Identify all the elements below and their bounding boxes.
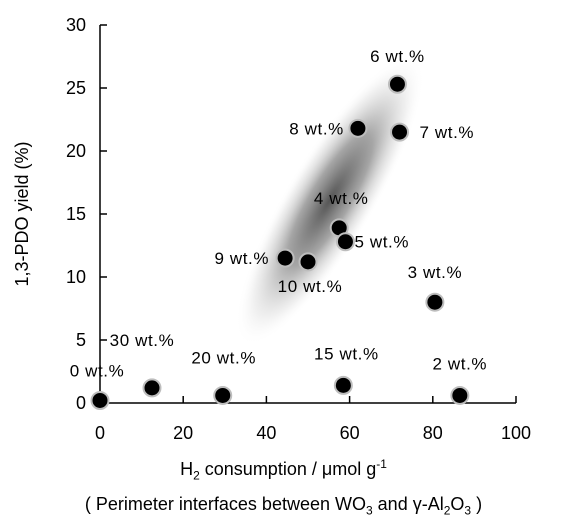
- x-tick-label: 80: [423, 423, 443, 443]
- data-point: [142, 378, 162, 398]
- x-tick-label: 100: [501, 423, 531, 443]
- y-tick-label: 25: [66, 78, 86, 98]
- subcaption-sub-b1: 2: [443, 503, 451, 518]
- subcaption-part-d: ): [471, 494, 483, 514]
- data-point: [213, 385, 233, 405]
- y-tick-label: 30: [66, 15, 86, 35]
- data-label: 6 wt.%: [370, 47, 425, 66]
- data-label: 4 wt.%: [314, 189, 369, 208]
- data-label: 10 wt.%: [278, 277, 343, 296]
- subcaption-sub-b2: 3: [464, 503, 472, 518]
- data-label: 30 wt.%: [110, 331, 175, 350]
- y-tick-label: 0: [76, 393, 86, 413]
- data-label: 9 wt.%: [214, 249, 269, 268]
- data-point: [275, 248, 295, 268]
- subcaption-sub-a: 3: [365, 503, 373, 518]
- y-tick-label: 20: [66, 141, 86, 161]
- x-tick-label: 20: [173, 423, 193, 443]
- x-tick-label: 0: [95, 423, 105, 443]
- x-axis-title-sup: -1: [376, 457, 387, 471]
- subcaption-part-b: and γ-Al: [372, 494, 444, 514]
- data-point: [90, 390, 110, 410]
- x-axis-title-sub: 2: [193, 468, 200, 483]
- data-label: 15 wt.%: [314, 344, 379, 363]
- y-tick-label: 15: [66, 204, 86, 224]
- data-point: [333, 375, 353, 395]
- data-label: 5 wt.%: [354, 233, 409, 252]
- data-point: [425, 292, 445, 312]
- data-point: [390, 122, 410, 142]
- data-point: [298, 252, 318, 272]
- x-tick-label: 40: [256, 423, 276, 443]
- y-tick-label: 10: [66, 267, 86, 287]
- data-point: [450, 385, 470, 405]
- data-label: 20 wt.%: [191, 348, 256, 367]
- data-point: [387, 74, 407, 94]
- y-axis-title: 1,3-PDO yield (%): [12, 141, 32, 286]
- y-tick-label: 5: [76, 330, 86, 350]
- x-axis-title-mid: consumption / μmol g: [199, 459, 377, 479]
- data-point: [348, 118, 368, 138]
- x-axis-title-pre: H: [180, 459, 194, 479]
- data-point: [335, 232, 355, 252]
- x-axis-subcaption: ( Perimeter interfaces between WO3 and γ…: [0, 494, 567, 518]
- data-label: 8 wt.%: [289, 119, 344, 138]
- x-axis-title: H2 consumption / μmol g-1: [0, 457, 567, 483]
- data-label: 7 wt.%: [420, 123, 475, 142]
- data-label: 2 wt.%: [433, 354, 488, 373]
- x-tick-label: 60: [340, 423, 360, 443]
- data-label: 0 wt.%: [70, 361, 125, 380]
- data-label: 3 wt.%: [408, 263, 463, 282]
- subcaption-part-a: ( Perimeter interfaces between WO: [84, 494, 366, 514]
- subcaption-part-c: O: [450, 494, 465, 514]
- trend-band: [235, 54, 425, 346]
